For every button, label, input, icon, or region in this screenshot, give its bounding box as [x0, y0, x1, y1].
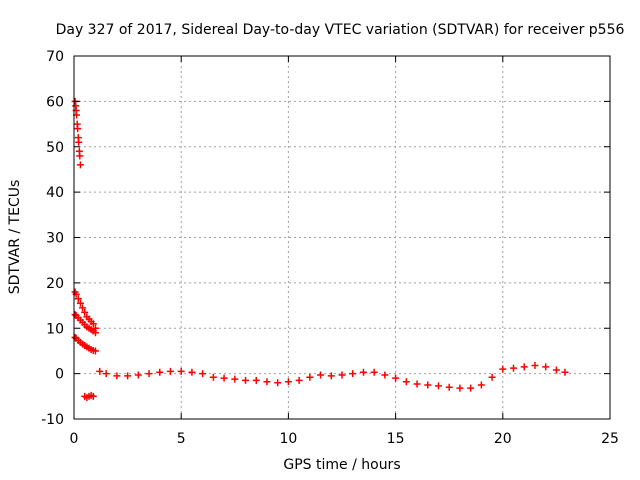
data-point: [199, 370, 207, 378]
data-point: [96, 367, 104, 375]
data-point: [359, 368, 367, 376]
y-tick-label: 10: [46, 321, 64, 337]
series-middle-decay: [71, 311, 99, 337]
x-tick-label: 10: [279, 431, 297, 447]
data-point: [306, 373, 314, 381]
data-point: [274, 379, 282, 387]
tick-layer: -10 0 10 20 30 40 50 60 70 0 5 10 15 20 25: [41, 49, 619, 447]
data-point: [552, 366, 560, 374]
y-tick-label: 20: [46, 276, 64, 292]
series-early-spike: [71, 97, 84, 169]
data-point: [531, 361, 539, 369]
series-lower-decay: [71, 333, 99, 355]
data-point: [381, 371, 389, 379]
data-point: [242, 376, 250, 384]
data-point: [413, 380, 421, 388]
data-point: [113, 372, 121, 380]
y-tick-label: 0: [55, 367, 64, 383]
data-point: [542, 363, 550, 371]
data-point: [499, 365, 507, 373]
y-tick-label: 40: [46, 185, 64, 201]
x-tick-label: 20: [494, 431, 512, 447]
data-point: [467, 384, 475, 392]
data-point: [91, 347, 99, 355]
data-point: [209, 373, 217, 381]
series-main-trace: [96, 361, 569, 392]
data-point: [263, 378, 271, 386]
data-point: [89, 320, 97, 328]
data-point: [520, 363, 528, 371]
data-point: [71, 311, 79, 319]
series-dip: [81, 391, 97, 402]
data-point: [252, 376, 260, 384]
x-axis-label: GPS time / hours: [283, 457, 400, 473]
data-point: [231, 375, 239, 383]
data-point: [76, 299, 84, 307]
y-axis-label: SDTVAR / TECUs: [7, 180, 23, 295]
x-tick-label: 0: [70, 431, 79, 447]
data-point: [102, 370, 110, 378]
data-point: [392, 374, 400, 382]
data-point: [91, 329, 99, 337]
y-tick-label: 30: [46, 231, 64, 247]
data-point: [75, 138, 83, 146]
x-tick-label: 5: [177, 431, 186, 447]
x-tick-label: 25: [601, 431, 619, 447]
data-point: [177, 367, 185, 375]
data-point: [317, 371, 325, 379]
data-point: [76, 161, 84, 169]
data-point: [89, 392, 97, 400]
data-point: [402, 378, 410, 386]
data-point: [370, 368, 378, 376]
data-point: [156, 368, 164, 376]
data-point: [434, 382, 442, 390]
data-point: [166, 367, 174, 375]
data-point: [338, 371, 346, 379]
data-point: [134, 371, 142, 379]
y-tick-label: -10: [41, 412, 64, 428]
chart-title: Day 327 of 2017, Sidereal Day-to-day VTE…: [56, 22, 625, 38]
data-point: [284, 378, 292, 386]
data-point: [327, 372, 335, 380]
data-point: [79, 304, 87, 312]
y-tick-label: 60: [46, 94, 64, 110]
data-point: [188, 368, 196, 376]
data-point: [456, 384, 464, 392]
grid-layer: [74, 56, 610, 419]
data-point: [424, 381, 432, 389]
data-point: [71, 333, 79, 341]
data-point: [145, 370, 153, 378]
data-point: [477, 381, 485, 389]
data-point: [349, 370, 357, 378]
data-point: [295, 376, 303, 384]
data-point: [220, 374, 228, 382]
data-point: [445, 383, 453, 391]
y-tick-label: 50: [46, 140, 64, 156]
data-point: [510, 364, 518, 372]
y-tick-label: 70: [46, 49, 64, 65]
data-layer: [71, 97, 569, 402]
data-point: [561, 368, 569, 376]
data-point: [74, 295, 82, 303]
data-point: [124, 372, 132, 380]
data-point: [76, 152, 84, 160]
data-point: [74, 125, 82, 133]
data-point: [488, 373, 496, 381]
data-point: [81, 308, 89, 316]
x-tick-label: 15: [387, 431, 405, 447]
